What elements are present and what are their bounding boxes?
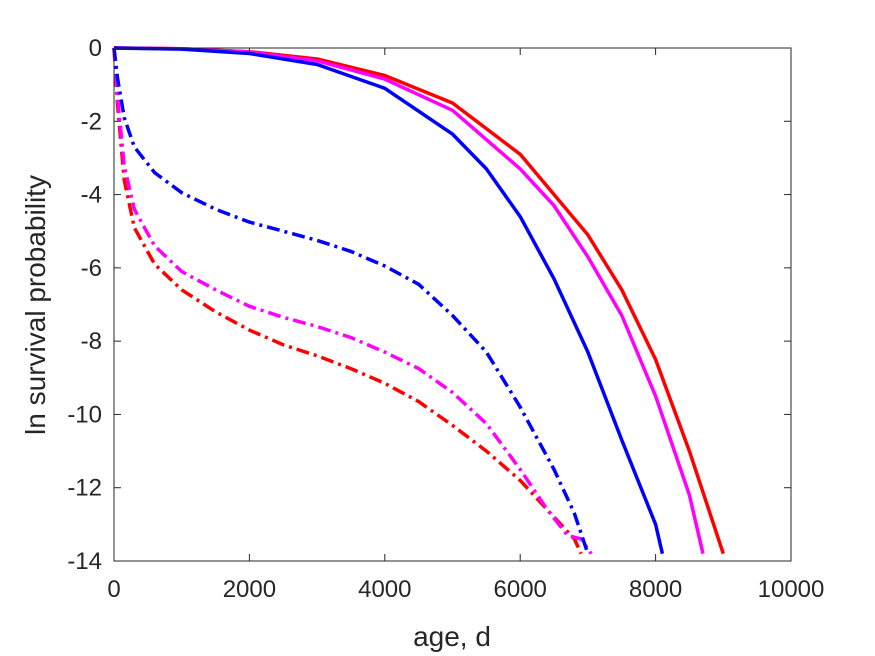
- y-axis-label: ln survival probability: [20, 175, 51, 435]
- axes-layer: 0 2000 4000 6000 8000 10000 0 -2 -4 -6 -8 -10 -12 -14: [67, 35, 824, 603]
- x-tick-label: 0: [107, 576, 120, 603]
- y-tick-label: -2: [81, 108, 102, 135]
- x-tick-label: 10000: [758, 576, 825, 603]
- y-tick-label: 0: [89, 35, 102, 62]
- series-line-6: [112, 47, 590, 555]
- y-tick-label: -8: [81, 328, 102, 355]
- axes-box: [113, 47, 792, 562]
- x-tick-label: 4000: [358, 576, 411, 603]
- series-line-5: [112, 47, 593, 555]
- x-axis-label: age, d: [413, 621, 491, 652]
- y-tick-label: -4: [81, 182, 102, 209]
- x-tick-label: 6000: [494, 576, 547, 603]
- plot-area: [114, 48, 791, 561]
- series-line-4: [112, 47, 583, 555]
- y-tick-label: -6: [81, 255, 102, 282]
- y-tick-label: -12: [67, 475, 102, 502]
- plot-background: [114, 48, 791, 561]
- x-tick-label: 8000: [629, 576, 682, 603]
- y-tick-label: -14: [67, 548, 102, 575]
- x-tick-label: 2000: [223, 576, 276, 603]
- y-tick-label: -10: [67, 401, 102, 428]
